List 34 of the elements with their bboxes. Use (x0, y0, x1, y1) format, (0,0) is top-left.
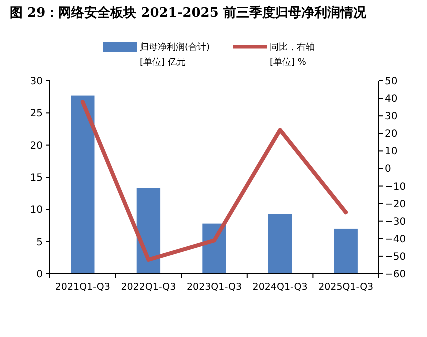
y2-tick-label: −20 (385, 199, 406, 210)
y2-tick-label: 0 (385, 164, 392, 176)
x-tick-label: 2023Q1-Q3 (187, 282, 242, 293)
line-series (80, 100, 348, 262)
bar (136, 188, 161, 274)
legend-label: 同比，右轴 (270, 42, 315, 54)
bar (334, 228, 358, 274)
y2-tick-label: −40 (385, 234, 406, 246)
x-tick-label: 2025Q1-Q3 (318, 282, 374, 293)
y2-tick-label: 10 (385, 146, 398, 158)
y-tick-label: 15 (30, 173, 43, 184)
y-tick-label: 25 (30, 108, 43, 120)
chart-title: 图 29：网络安全板块 2021-2025 前三季度归母净利润情况 (10, 5, 368, 21)
y-tick-label: 20 (30, 140, 43, 152)
legend-label: 归母净利润(合计) (140, 42, 210, 54)
y2-tick-label: −50 (385, 252, 406, 263)
y-tick-label: 5 (36, 237, 43, 248)
y2-tick-label: 50 (385, 76, 398, 88)
y2-tick-label: −10 (385, 182, 406, 193)
y2-tick-label: −30 (385, 216, 406, 228)
x-tick-label: 2024Q1-Q3 (252, 282, 308, 293)
y2-tick-label: 40 (385, 94, 398, 106)
bar (268, 214, 292, 274)
y2-tick-label: −60 (385, 270, 406, 280)
x-tick-label: 2021Q1-Q3 (55, 282, 110, 293)
y2-axis-title: [单位] % (270, 57, 307, 68)
y-tick-label: 0 (36, 270, 43, 280)
x-tick-label: 2022Q1-Q3 (121, 282, 176, 293)
y-axis-title: [单位] 亿元 (140, 57, 186, 68)
y-tick-label: 10 (30, 205, 43, 216)
y-tick-label: 30 (30, 76, 43, 88)
y2-tick-label: 20 (385, 129, 398, 140)
y2-tick-label: 30 (385, 112, 398, 123)
bar (71, 96, 95, 274)
